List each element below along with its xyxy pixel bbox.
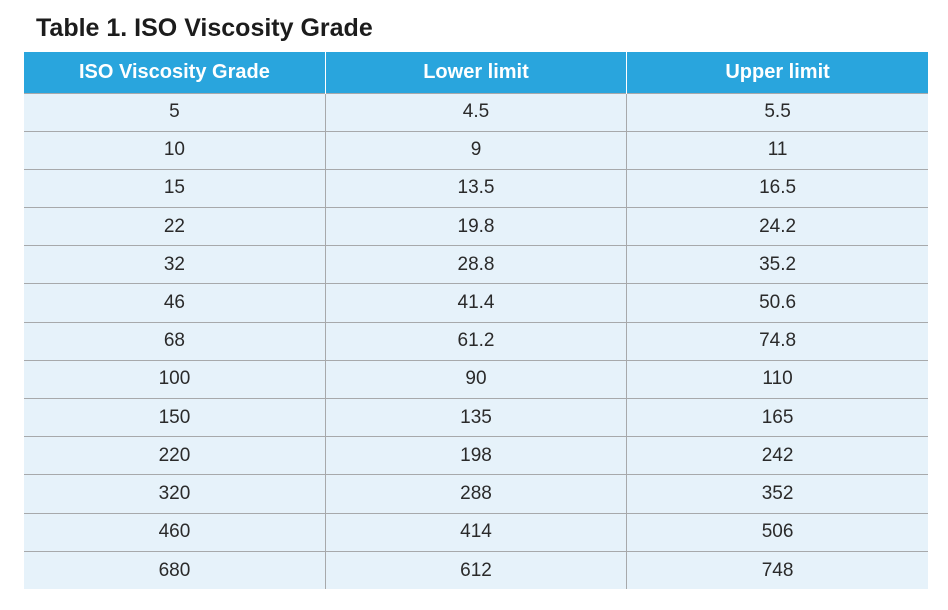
table-header: ISO Viscosity Grade Lower limit Upper li… [24, 52, 928, 93]
table-row: 680 612 748 [24, 550, 928, 590]
cell-lower-limit: 198 [324, 436, 627, 475]
table-row: 460 414 506 [24, 512, 928, 552]
cell-grade: 320 [24, 474, 326, 514]
table-row: 46 41.4 50.6 [24, 283, 928, 323]
cell-lower-limit: 414 [324, 512, 627, 552]
table-row: 32 28.8 35.2 [24, 245, 928, 284]
table-row: 68 61.2 74.8 [24, 321, 928, 361]
cell-lower-limit: 90 [324, 359, 627, 399]
header-row: ISO Viscosity Grade Lower limit Upper li… [24, 52, 928, 93]
cell-grade: 460 [24, 512, 326, 552]
header-iso-viscosity-grade: ISO Viscosity Grade [24, 52, 326, 93]
cell-grade: 100 [24, 359, 326, 399]
cell-grade: 680 [24, 550, 326, 590]
cell-grade: 46 [24, 283, 326, 323]
table-row: 22 19.8 24.2 [24, 207, 928, 246]
cell-grade: 10 [24, 130, 326, 170]
cell-upper-limit: 35.2 [626, 245, 928, 284]
cell-upper-limit: 11 [626, 130, 928, 170]
viscosity-grade-table: ISO Viscosity Grade Lower limit Upper li… [24, 52, 928, 590]
cell-lower-limit: 41.4 [324, 283, 627, 323]
cell-grade: 68 [24, 321, 326, 361]
cell-upper-limit: 748 [626, 550, 928, 590]
cell-lower-limit: 612 [324, 550, 627, 590]
cell-grade: 22 [24, 207, 326, 246]
table-row: 320 288 352 [24, 474, 928, 514]
cell-lower-limit: 61.2 [324, 321, 627, 361]
cell-lower-limit: 4.5 [324, 92, 627, 132]
table-row: 220 198 242 [24, 436, 928, 475]
cell-lower-limit: 13.5 [324, 168, 627, 208]
header-upper-limit: Upper limit [626, 52, 928, 93]
cell-upper-limit: 110 [626, 359, 928, 399]
cell-upper-limit: 506 [626, 512, 928, 552]
cell-lower-limit: 9 [324, 130, 627, 170]
table-row: 100 90 110 [24, 359, 928, 399]
cell-upper-limit: 74.8 [626, 321, 928, 361]
cell-upper-limit: 24.2 [626, 207, 928, 246]
table-row: 10 9 11 [24, 130, 928, 170]
table-body: 5 4.5 5.5 10 9 11 15 13.5 16.5 22 19.8 2… [24, 92, 928, 590]
cell-grade: 5 [24, 92, 326, 132]
header-lower-limit: Lower limit [324, 52, 627, 93]
cell-lower-limit: 28.8 [324, 245, 627, 284]
cell-upper-limit: 165 [626, 397, 928, 437]
cell-grade: 150 [24, 397, 326, 437]
cell-lower-limit: 288 [324, 474, 627, 514]
table-row: 5 4.5 5.5 [24, 92, 928, 132]
cell-upper-limit: 242 [626, 436, 928, 475]
table-row: 150 135 165 [24, 397, 928, 437]
cell-lower-limit: 19.8 [324, 207, 627, 246]
table-row: 15 13.5 16.5 [24, 168, 928, 208]
cell-grade: 32 [24, 245, 326, 284]
table-title: Table 1. ISO Viscosity Grade [36, 14, 373, 42]
cell-upper-limit: 16.5 [626, 168, 928, 208]
cell-upper-limit: 50.6 [626, 283, 928, 323]
cell-upper-limit: 5.5 [626, 92, 928, 132]
cell-lower-limit: 135 [324, 397, 627, 437]
cell-grade: 15 [24, 168, 326, 208]
cell-upper-limit: 352 [626, 474, 928, 514]
cell-grade: 220 [24, 436, 326, 475]
